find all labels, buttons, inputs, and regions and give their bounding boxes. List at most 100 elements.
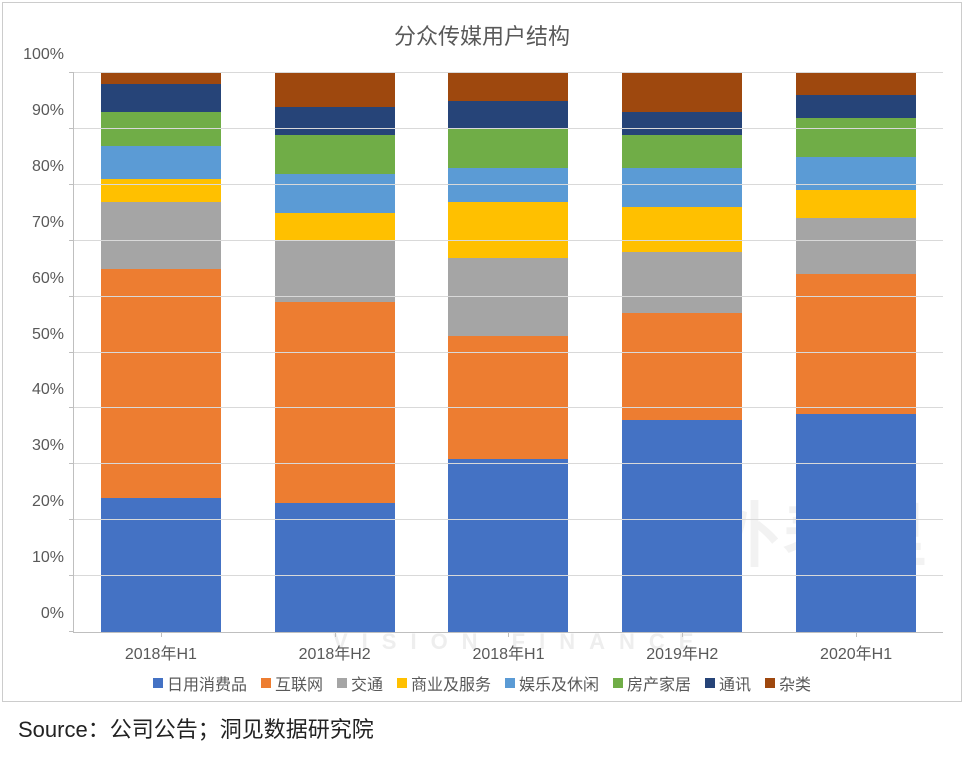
bar-segment [275,503,395,632]
bar-group: 2018年H2 [275,73,395,632]
legend-item: 杂类 [765,671,811,695]
y-tick-label: 40% [32,381,74,399]
bar-segment [622,313,742,419]
y-tick-label: 80% [32,158,74,176]
gridline [74,240,943,241]
legend-item: 日用消费品 [153,671,247,695]
bar-segment [622,207,742,252]
bar-segment [275,302,395,503]
legend-label: 交通 [351,671,383,695]
y-tick-label: 50% [32,326,74,344]
plot-area: 2018年H12018年H22018年H12019年H22020年H1 0%10… [73,73,943,633]
gridline [74,72,943,73]
legend-label: 商业及服务 [411,671,491,695]
bar-segment [622,112,742,134]
bar-segment [622,73,742,112]
gridline [74,296,943,297]
gridline [74,519,943,520]
x-tick-mark [682,632,683,637]
legend-swatch [765,678,775,688]
bar-segment [622,252,742,313]
y-tick-label: 60% [32,270,74,288]
legend-swatch [153,678,163,688]
bars-row: 2018年H1 2018年H2 2018年H1 2019年H2 2020年H1 [74,73,943,632]
gridline [74,575,943,576]
bar-segment [796,414,916,632]
bar-segment [101,112,221,146]
bar-segment [796,190,916,218]
bar-segment [275,174,395,213]
y-tick-label: 70% [32,214,74,232]
gridline [74,407,943,408]
bar-segment [796,95,916,117]
bar-segment [622,135,742,169]
legend-label: 娱乐及休闲 [519,671,599,695]
legend: 日用消费品互联网 交通 商业及服务 娱乐及休闲 房产家居 通讯 杂类 [3,671,961,695]
bar-segment [448,202,568,258]
chart-title: 分众传媒用户结构 [3,3,961,59]
bar-group: 2019年H2 [622,73,742,632]
bar-segment [101,202,221,269]
bar-segment [101,84,221,112]
y-tick-mark [69,128,74,129]
bar-group: 2020年H1 [796,73,916,632]
y-tick-mark [69,352,74,353]
bar-segment [448,258,568,336]
y-tick-mark [69,72,74,73]
legend-label: 通讯 [719,671,751,695]
legend-item: 商业及服务 [397,671,491,695]
bar-segment [275,107,395,135]
bar-segment [101,498,221,632]
y-tick-mark [69,519,74,520]
bar-group: 2018年H1 [448,73,568,632]
bar-segment [448,73,568,101]
bar-segment [101,179,221,201]
bar-segment [448,101,568,129]
gridline [74,463,943,464]
y-tick-mark [69,631,74,632]
y-tick-label: 90% [32,102,74,120]
source-line: Source：公司公告；洞见数据研究院 [0,704,970,752]
bar-group: 2018年H1 [101,73,221,632]
legend-swatch [397,678,407,688]
legend-swatch [613,678,623,688]
bar-segment [101,73,221,84]
x-tick-mark [856,632,857,637]
bar-segment [275,241,395,302]
y-tick-label: 20% [32,493,74,511]
legend-swatch [705,678,715,688]
legend-label: 房产家居 [627,671,691,695]
gridline [74,128,943,129]
y-tick-mark [69,296,74,297]
legend-item: 互联网 [261,671,323,695]
legend-label: 日用消费品 [167,671,247,695]
bar-segment [448,168,568,202]
y-tick-mark [69,463,74,464]
x-tick-mark [161,632,162,637]
bar-segment [275,73,395,107]
bar-segment [101,146,221,180]
legend-item: 交通 [337,671,383,695]
y-tick-mark [69,240,74,241]
bar-segment [796,73,916,95]
legend-swatch [261,678,271,688]
bar-segment [448,129,568,168]
gridline [74,352,943,353]
y-tick-mark [69,575,74,576]
bar-segment [622,168,742,207]
legend-item: 通讯 [705,671,751,695]
x-tick-mark [335,632,336,637]
bar-segment [448,336,568,459]
legend-swatch [505,678,515,688]
legend-swatch [337,678,347,688]
legend-label: 杂类 [779,671,811,695]
y-tick-label: 100% [23,46,74,64]
bar-segment [448,459,568,632]
y-tick-label: 0% [41,605,74,623]
bar-segment [796,157,916,191]
bar-segment [796,118,916,157]
y-tick-mark [69,184,74,185]
bar-segment [275,213,395,241]
y-tick-label: 30% [32,437,74,455]
bar-segment [796,218,916,274]
